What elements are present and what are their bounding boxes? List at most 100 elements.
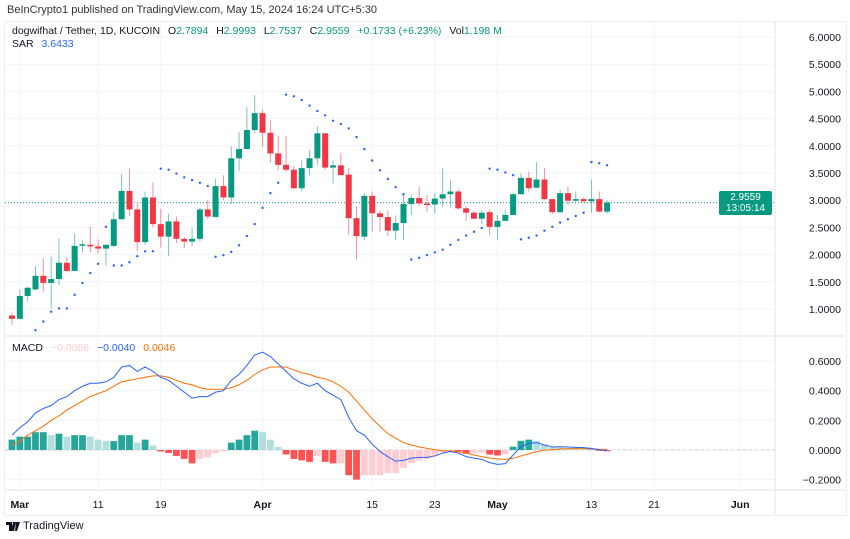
candle (478, 210, 485, 225)
candle (447, 180, 454, 208)
macd-histogram-bar (266, 439, 274, 450)
macd-histogram-bar (345, 450, 353, 476)
sar-dot (386, 177, 390, 181)
sar-label[interactable]: SAR (12, 38, 34, 50)
sar-dot (496, 168, 499, 171)
sar-dot (598, 162, 601, 165)
low-label: L (263, 25, 270, 37)
candle-body (79, 244, 86, 246)
macd-histogram-bar (110, 441, 118, 450)
macd-histogram-bar (329, 450, 337, 464)
candle-body (486, 212, 493, 227)
candle (557, 189, 564, 213)
sar-dot (136, 255, 139, 258)
sar-dot (104, 225, 108, 229)
sar-dot (558, 221, 562, 224)
macd-histogram-bar (212, 450, 219, 453)
candle-body (408, 198, 415, 205)
candle-body (228, 158, 235, 198)
candle (55, 238, 62, 286)
macd-histogram-bar (313, 450, 321, 456)
candle (564, 186, 571, 206)
macd-histogram-bar (79, 435, 86, 450)
close-label: C (309, 25, 318, 37)
last-price: 2.9559 (730, 191, 761, 203)
symbol-name[interactable]: dogwifhat / Tether, 1D, KUCOIN (12, 25, 161, 37)
macd-histogram-bar (290, 450, 298, 459)
macd-histogram-bar (102, 441, 110, 450)
sar-dot (120, 264, 123, 267)
footer-brand: TradingView (23, 520, 84, 532)
candle-body (267, 132, 274, 154)
candle-body (377, 213, 384, 218)
sar-dot (292, 95, 296, 98)
candle (110, 212, 117, 247)
open-value: 2.7894 (176, 25, 209, 37)
macd-histogram-bar (407, 450, 415, 464)
macd-histogram-bar (180, 450, 188, 459)
macd-histogram-bar (368, 450, 376, 476)
macd-histogram-bar (157, 450, 165, 452)
candle (24, 286, 31, 302)
macd-tick-label: 0.6000 (809, 356, 841, 368)
price-tick-label: 6.0000 (809, 32, 841, 44)
macd-histogram-bar (337, 450, 345, 464)
sar-dot (57, 307, 61, 310)
candle (455, 189, 462, 210)
candle (330, 160, 337, 184)
candle (126, 168, 133, 216)
candle (243, 107, 250, 150)
candle-body (564, 193, 571, 201)
macd-histogram-bar (141, 439, 149, 450)
candle-body (298, 168, 305, 189)
candle-body (580, 199, 587, 202)
change-value: +0.1733 (+6.23%) (357, 25, 442, 37)
candle-body (290, 169, 297, 189)
candle-body (353, 218, 360, 237)
candle-body (525, 177, 532, 189)
sar-dot (269, 191, 272, 195)
close-value: 2.9559 (317, 25, 350, 37)
candle (32, 266, 39, 291)
sar-dot (472, 230, 476, 233)
sar-dot (551, 225, 554, 229)
candle-body (502, 214, 509, 221)
candle (298, 160, 305, 192)
candle-body (455, 191, 462, 209)
candle (525, 171, 532, 192)
candle-body (165, 221, 172, 237)
macd-legend: MACD −0.0086 −0.0040 0.0046 (12, 342, 180, 354)
price-tick-label: 2.5000 (809, 222, 841, 234)
macd-histogram-bar (447, 450, 454, 451)
sar-dot (582, 211, 585, 214)
macd-histogram-bar (509, 446, 517, 450)
sar-dot (511, 173, 515, 177)
time-tick-label: 15 (366, 499, 378, 511)
macd-histogram-bar (478, 450, 486, 453)
candle-body (142, 197, 149, 243)
macd-histogram-bar (32, 432, 39, 450)
price-tick-label: 3.0000 (809, 195, 841, 207)
sar-dot (175, 172, 178, 175)
candle (377, 210, 384, 232)
macd-label[interactable]: MACD (12, 342, 43, 354)
candle-body (243, 130, 250, 150)
candle (189, 227, 196, 247)
candle (118, 174, 125, 220)
macd-histogram-bar (149, 445, 157, 450)
sar-dot (504, 171, 507, 174)
candle (142, 191, 149, 245)
macd-histogram-bar (173, 450, 180, 456)
macd-histogram-bar (525, 439, 533, 450)
candle (283, 136, 290, 172)
candle (549, 199, 556, 214)
price-tick-label: 3.5000 (809, 168, 841, 180)
sar-dot (183, 176, 186, 179)
candle-body (134, 209, 141, 243)
sar-dot (519, 238, 523, 241)
macd-tick-label: 0.0000 (809, 445, 841, 457)
volume-value: 1.198 M (463, 25, 502, 37)
candle-body (517, 177, 524, 195)
sar-dot (89, 271, 92, 275)
